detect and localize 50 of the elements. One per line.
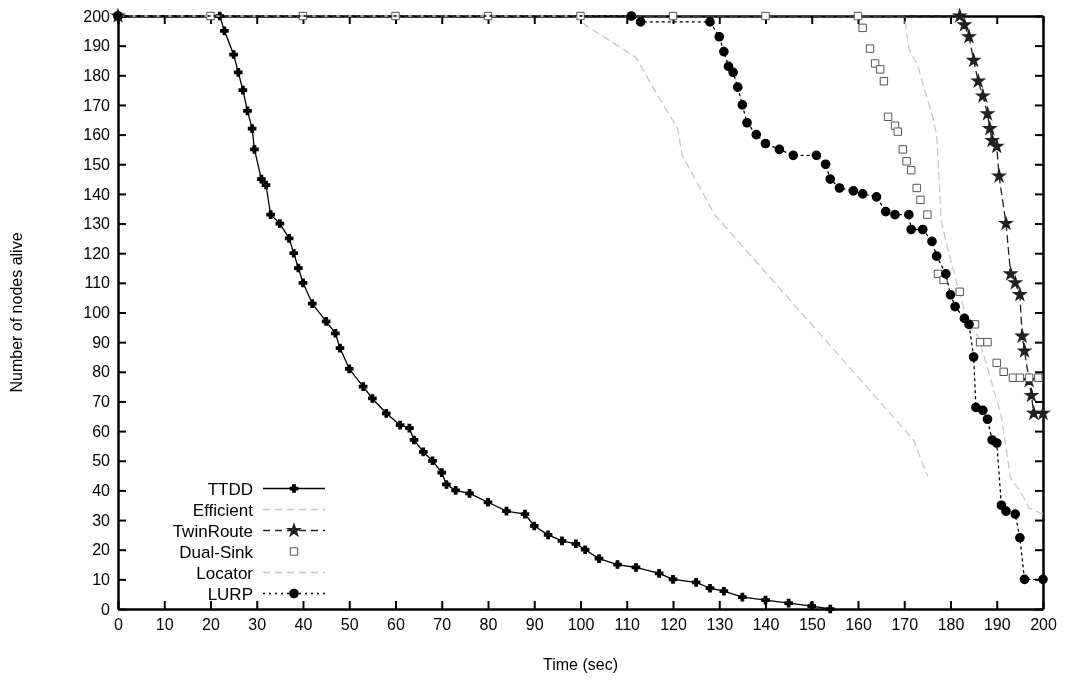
x-tick-label: 170: [891, 616, 919, 634]
y-tick-label: 120: [83, 244, 111, 262]
y-tick-label: 10: [92, 570, 111, 588]
x-tick-label: 20: [202, 616, 220, 634]
y-tick-label: 160: [83, 126, 111, 144]
y-tick-label: 110: [84, 274, 111, 292]
x-tick-label: 100: [567, 616, 595, 634]
y-tick-label: 20: [92, 541, 111, 559]
y-tick-label: 30: [92, 511, 111, 529]
x-tick-label: 50: [340, 616, 359, 634]
y-tick-label: 190: [83, 37, 111, 55]
y-tick-label: 70: [92, 393, 111, 411]
y-tick-label: 0: [101, 600, 111, 618]
legend-label: Efficient: [192, 500, 254, 520]
y-tick-label: 180: [83, 66, 111, 84]
x-tick-label: 120: [660, 616, 687, 634]
x-tick-label: 160: [845, 616, 872, 634]
legend-label: Dual-Sink: [179, 542, 254, 562]
x-tick-label: 0: [114, 616, 124, 634]
x-tick-label: 10: [155, 616, 174, 634]
legend-label: Locator: [196, 563, 254, 583]
x-tick-label: 80: [479, 616, 498, 634]
x-tick-label: 60: [387, 616, 405, 634]
x-tick-label: 140: [752, 616, 780, 634]
x-tick-label: 150: [798, 616, 826, 634]
legend-label: TTDD: [207, 479, 253, 499]
y-tick-label: 170: [83, 96, 111, 114]
y-tick-label: 100: [83, 304, 111, 322]
legend-label: LURP: [207, 584, 253, 604]
y-tick-label: 50: [92, 452, 111, 470]
y-tick-label: 140: [83, 185, 111, 203]
x-tick-label: 70: [433, 616, 452, 634]
x-tick-label: 90: [525, 616, 544, 634]
x-tick-label: 190: [983, 616, 1011, 634]
x-tick-label: 40: [294, 616, 313, 634]
x-tick-label: 110: [614, 616, 641, 634]
y-tick-label: 80: [92, 363, 111, 381]
y-tick-label: 40: [92, 482, 111, 500]
x-tick-label: 200: [1030, 616, 1057, 634]
y-tick-label: 200: [83, 7, 111, 25]
legend-label: TwinRoute: [172, 521, 253, 541]
y-tick-label: 60: [92, 422, 111, 440]
y-tick-label: 90: [92, 333, 111, 351]
y-tick-label: 130: [83, 215, 111, 233]
x-axis-title: Time (sec): [543, 656, 618, 673]
x-tick-label: 30: [248, 616, 267, 634]
y-axis-title: Number of nodes alive: [8, 232, 25, 393]
x-tick-label: 130: [706, 616, 734, 634]
y-tick-label: 150: [83, 155, 111, 173]
x-tick-label: 180: [937, 616, 965, 634]
